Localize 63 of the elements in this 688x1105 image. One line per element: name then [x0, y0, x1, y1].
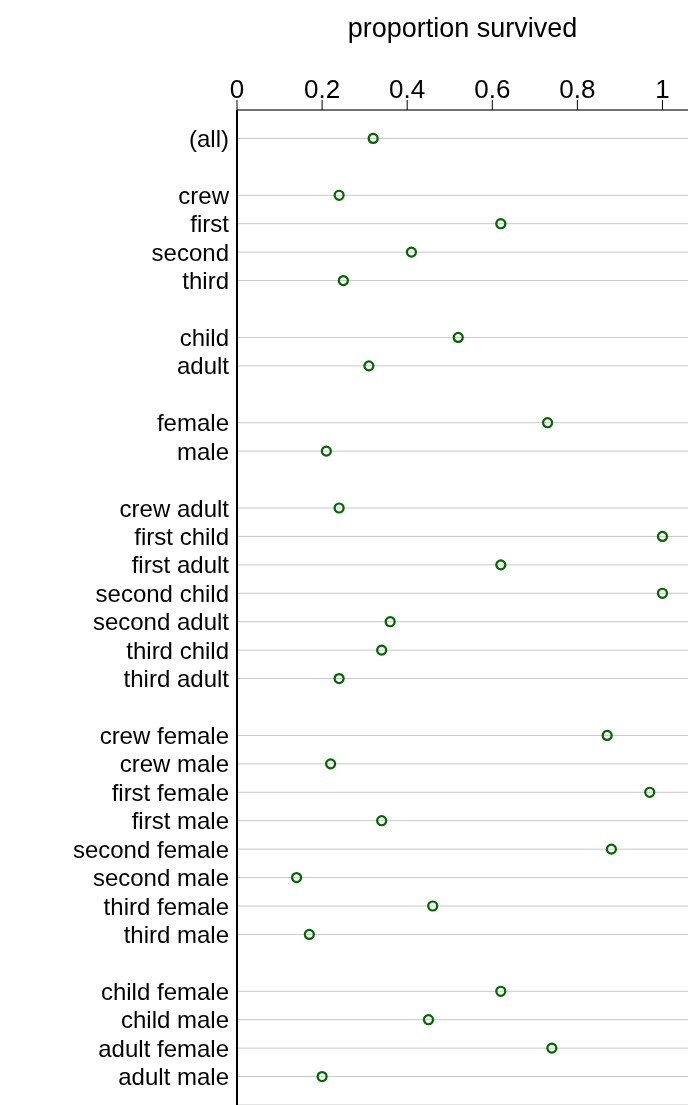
- point: [333, 189, 345, 201]
- y-tick-label: second adult: [92, 608, 230, 636]
- y-tick-label: second female: [72, 835, 229, 863]
- y-tick-label: adult: [176, 352, 230, 380]
- y-tick-label: first adult: [131, 551, 230, 579]
- x-tick-label: 0.6: [474, 74, 511, 104]
- point: [495, 218, 507, 230]
- point: [644, 786, 656, 798]
- point: [656, 587, 669, 599]
- point: [405, 246, 418, 258]
- point: [427, 900, 439, 912]
- point: [290, 871, 303, 884]
- x-tick-label: 1: [655, 74, 670, 104]
- point: [495, 985, 507, 997]
- y-tick-label: third child: [126, 636, 229, 664]
- y-tick-label: third: [182, 267, 229, 295]
- point: [320, 445, 332, 457]
- y-tick-label: child male: [120, 1006, 229, 1034]
- point: [367, 132, 379, 145]
- x-tick-label: 0.2: [304, 74, 341, 104]
- point: [363, 360, 375, 372]
- y-tick-label: crew male: [119, 750, 229, 778]
- point: [324, 758, 337, 770]
- point: [422, 1014, 435, 1026]
- point: [316, 1070, 328, 1083]
- y-tick-label: first female: [111, 778, 229, 806]
- y-tick-label: crew adult: [119, 494, 230, 522]
- y-tick-label: crew: [178, 181, 230, 209]
- point: [452, 331, 464, 344]
- y-tick-label: second: [151, 238, 229, 266]
- y-tick-label: female: [156, 409, 229, 437]
- y-tick-label: child: [179, 323, 229, 351]
- y-tick-label: crew female: [99, 721, 229, 749]
- point: [376, 644, 388, 656]
- point: [376, 815, 388, 827]
- point: [546, 1042, 558, 1054]
- point: [384, 616, 396, 628]
- point: [656, 530, 669, 543]
- y-tick-label: adult male: [118, 1063, 229, 1091]
- point: [541, 417, 554, 429]
- y-tick-label: second male: [92, 864, 229, 892]
- y-tick-label: first child: [134, 522, 229, 550]
- y-tick-label: third adult: [123, 665, 230, 693]
- point: [337, 274, 349, 287]
- x-tick-label: 0.8: [559, 74, 596, 104]
- point: [601, 729, 613, 742]
- y-tick-label: third male: [123, 920, 229, 948]
- y-tick-label: first: [190, 210, 230, 238]
- y-tick-label: second child: [95, 579, 229, 607]
- y-tick-label: adult female: [98, 1034, 229, 1062]
- y-tick-label: (all): [189, 124, 229, 152]
- point: [333, 672, 345, 685]
- x-tick-label: 0: [229, 74, 245, 104]
- point: [303, 928, 315, 941]
- x-axis-title: proportion survived: [347, 13, 578, 44]
- y-tick-label: child female: [100, 977, 229, 1005]
- y-tick-label: first male: [131, 807, 229, 835]
- point: [495, 559, 507, 571]
- x-tick-label: 0.4: [389, 74, 426, 104]
- y-tick-label: third female: [103, 892, 229, 920]
- point: [605, 843, 618, 855]
- point: [333, 502, 345, 514]
- y-tick-label: male: [176, 437, 229, 465]
